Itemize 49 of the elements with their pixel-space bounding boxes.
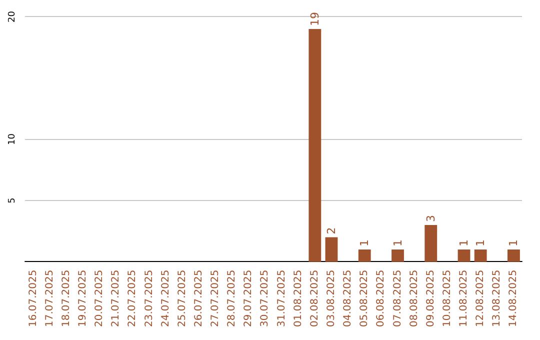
x-tick-label: 31.07.2025 bbox=[276, 270, 288, 328]
x-tick-label: 26.07.2025 bbox=[193, 270, 204, 328]
bar bbox=[508, 249, 520, 262]
x-tick-label: 07.08.2025 bbox=[392, 270, 404, 328]
x-tick-label: 21.07.2025 bbox=[110, 270, 122, 328]
data-label: 1 bbox=[391, 239, 404, 246]
x-tick-label: 01.08.2025 bbox=[292, 270, 304, 328]
data-label: 1 bbox=[358, 239, 372, 246]
x-tick-label: 14.08.2025 bbox=[508, 270, 520, 328]
data-label: 1 bbox=[507, 239, 520, 246]
x-tick-label: 03.08.2025 bbox=[326, 270, 337, 328]
x-tick-label: 18.07.2025 bbox=[60, 270, 72, 328]
x-tick-label: 13.08.2025 bbox=[492, 270, 503, 328]
x-tick-label: 24.07.2025 bbox=[160, 270, 172, 328]
data-label: 1 bbox=[474, 239, 488, 246]
x-tick-label: 11.08.2025 bbox=[458, 270, 470, 328]
bar bbox=[308, 28, 322, 262]
bar bbox=[458, 249, 470, 262]
x-tick-label: 08.08.2025 bbox=[408, 270, 420, 328]
y-tick-label: 10 bbox=[8, 133, 18, 145]
data-label: 1 bbox=[458, 239, 471, 246]
x-tick-label: 10.08.2025 bbox=[442, 270, 453, 328]
x-tick-label: 02.08.2025 bbox=[309, 270, 320, 328]
x-tick-label: 22.07.2025 bbox=[127, 270, 138, 328]
y-tick-label: 5 bbox=[8, 198, 18, 204]
x-tick-label: 20.07.2025 bbox=[94, 270, 106, 328]
x-tick-label: 27.07.2025 bbox=[210, 270, 222, 328]
x-tick-label: 30.07.2025 bbox=[260, 270, 271, 328]
bar bbox=[474, 249, 487, 262]
x-tick-label: 04.08.2025 bbox=[342, 270, 354, 328]
bar bbox=[325, 237, 338, 262]
x-tick-label: 16.07.2025 bbox=[28, 270, 39, 328]
bar bbox=[392, 249, 404, 262]
x-tick-label: 05.08.2025 bbox=[359, 270, 370, 328]
bar bbox=[358, 249, 371, 262]
bar bbox=[424, 224, 438, 262]
x-tick-label: 25.07.2025 bbox=[176, 270, 188, 328]
x-tick-label: 23.07.2025 bbox=[144, 270, 155, 328]
data-label: 19 bbox=[308, 12, 322, 26]
y-tick-label: 20 bbox=[8, 10, 18, 22]
data-label: 2 bbox=[324, 227, 338, 234]
x-tick-label: 28.07.2025 bbox=[226, 270, 238, 328]
x-tick-label: 17.07.2025 bbox=[44, 270, 56, 328]
x-tick-label: 12.08.2025 bbox=[475, 270, 486, 328]
x-tick-label: 09.08.2025 bbox=[425, 270, 436, 328]
data-label: 3 bbox=[424, 214, 438, 222]
x-tick-label: 06.08.2025 bbox=[376, 270, 387, 328]
x-tick-label: 19.07.2025 bbox=[77, 270, 88, 328]
x-tick-label: 29.07.2025 bbox=[243, 270, 254, 328]
